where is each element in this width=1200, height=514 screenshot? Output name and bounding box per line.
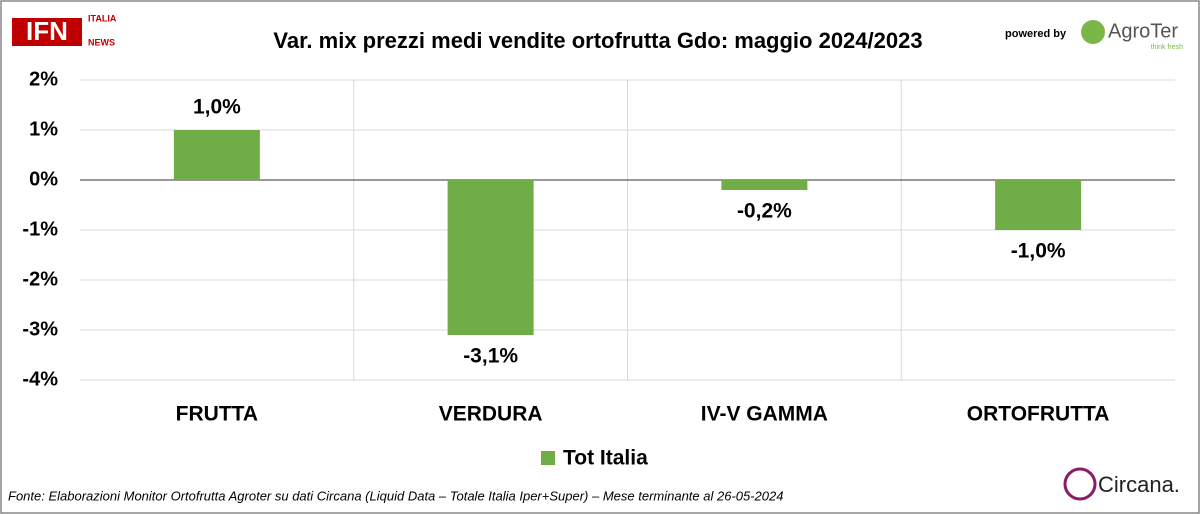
bar <box>995 180 1082 230</box>
legend-swatch <box>541 451 555 465</box>
x-tick-label: VERDURA <box>439 403 543 426</box>
ifn-logo: IFN <box>26 16 68 46</box>
agroter-logo: AgroTer <box>1108 20 1178 42</box>
y-tick-label: -3% <box>22 318 58 340</box>
source-note: Fonte: Elaborazioni Monitor Ortofrutta A… <box>8 488 783 503</box>
value-label: -1,0% <box>1011 240 1066 263</box>
bar <box>721 180 808 190</box>
circana-logo: Circana. <box>1098 472 1180 497</box>
legend-label: Tot Italia <box>563 447 648 470</box>
value-label: -0,2% <box>737 200 792 223</box>
ifn-logo-bg <box>12 18 82 46</box>
value-label: 1,0% <box>193 96 241 119</box>
bar <box>173 130 260 180</box>
x-tick-label: FRUTTA <box>176 403 258 426</box>
y-tick-label: 0% <box>29 168 58 190</box>
value-label: -3,1% <box>463 345 518 368</box>
ifn-line: ITALIA <box>88 13 117 23</box>
y-tick-label: 1% <box>29 118 58 140</box>
x-tick-label: IV-V GAMMA <box>701 403 828 426</box>
ifn-line: NEWS <box>88 37 115 47</box>
agroter-tag: think fresh <box>1151 44 1183 51</box>
x-tick-label: ORTOFRUTTA <box>967 403 1110 426</box>
chart-title: Var. mix prezzi medi vendite ortofrutta … <box>273 28 922 53</box>
agroter-icon <box>1081 20 1105 44</box>
powered-by: powered by <box>1005 28 1067 40</box>
ifn-line: FRUIT <box>88 25 115 35</box>
y-tick-label: 2% <box>29 68 58 90</box>
circana-icon <box>1063 467 1097 501</box>
y-tick-label: -2% <box>22 268 58 290</box>
y-tick-label: -4% <box>22 368 58 390</box>
y-tick-label: -1% <box>22 218 58 240</box>
bar <box>447 180 534 335</box>
